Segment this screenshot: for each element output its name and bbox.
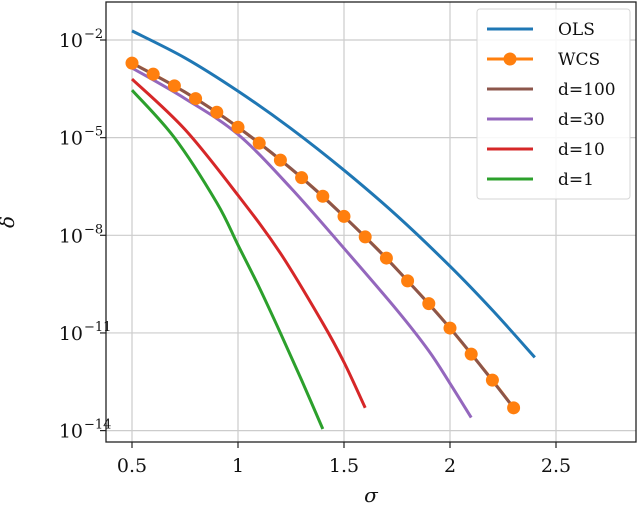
series-wcs-marker: [231, 120, 245, 134]
series-wcs-marker: [485, 373, 499, 387]
plot-series: [125, 29, 536, 430]
series-d1-line: [130, 89, 325, 430]
series-wcs-marker: [210, 105, 224, 119]
legend-label: d=1: [558, 170, 594, 190]
x-tick-label: 2: [444, 455, 456, 477]
series-ols-line: [131, 29, 536, 359]
y-tick-exponent: −8: [84, 222, 103, 237]
series-wcs-marker: [358, 230, 372, 244]
legend-label: d=10: [558, 140, 605, 160]
y-tick-label: 10: [59, 128, 83, 150]
series-wcs-marker: [189, 92, 203, 106]
x-axis-ticks: 0.5 1 1.5 2 2.5: [117, 442, 571, 477]
legend-item: d=10: [487, 140, 605, 160]
series-wcs-marker: [252, 136, 266, 150]
x-tick-label: 0.5: [117, 455, 147, 477]
y-tick-exponent: −11: [84, 320, 111, 335]
legend-marker-icon: [503, 52, 517, 66]
y-tick-exponent: −5: [84, 125, 103, 140]
series-wcs-marker: [273, 153, 287, 167]
legend-item: OLS: [487, 20, 595, 40]
series-wcs-marker: [401, 274, 415, 288]
legend-label: d=100: [558, 80, 616, 100]
x-tick-label: 1.5: [329, 455, 359, 477]
y-tick-label: 10: [59, 323, 83, 345]
x-tick-label: 2.5: [541, 455, 571, 477]
legend-item: d=100: [487, 80, 616, 100]
series-wcs-marker: [379, 251, 393, 265]
legend-item: d=1: [487, 170, 594, 190]
series-wcs-marker: [146, 67, 160, 81]
series-wcs-marker: [464, 347, 478, 361]
series-wcs-marker: [337, 209, 351, 223]
y-tick-exponent: −14: [84, 418, 111, 433]
plot-frame: [105, 1, 637, 443]
y-tick-label: 10: [59, 225, 83, 247]
series-wcs-marker: [443, 321, 457, 335]
series-wcs-marker: [167, 79, 181, 93]
series-d10-line: [130, 77, 367, 409]
legend: OLS WCS d=100 d=30 d=10 d=1: [476, 8, 631, 200]
legend-label: d=30: [558, 110, 605, 130]
grid-lines: [106, 2, 636, 442]
series-d30-line: [131, 66, 473, 419]
series-wcs-marker: [316, 189, 330, 203]
legend-label: WCS: [558, 50, 600, 70]
legend-box: [476, 8, 631, 200]
x-axis-label: σ: [364, 483, 379, 507]
series-wcs-marker: [507, 401, 521, 415]
x-tick-label: 1: [232, 455, 244, 477]
y-tick-label: 10: [59, 421, 83, 443]
y-tick-exponent: −2: [84, 27, 103, 42]
y-axis-label: δ: [0, 216, 19, 228]
y-tick-label: 10: [59, 30, 83, 52]
series-wcs-marker: [295, 171, 309, 185]
legend-item: d=30: [487, 110, 605, 130]
legend-label: OLS: [558, 20, 595, 40]
series-wcs-marker: [125, 56, 139, 70]
series-wcs-marker: [422, 297, 436, 311]
legend-item: WCS: [487, 50, 600, 70]
